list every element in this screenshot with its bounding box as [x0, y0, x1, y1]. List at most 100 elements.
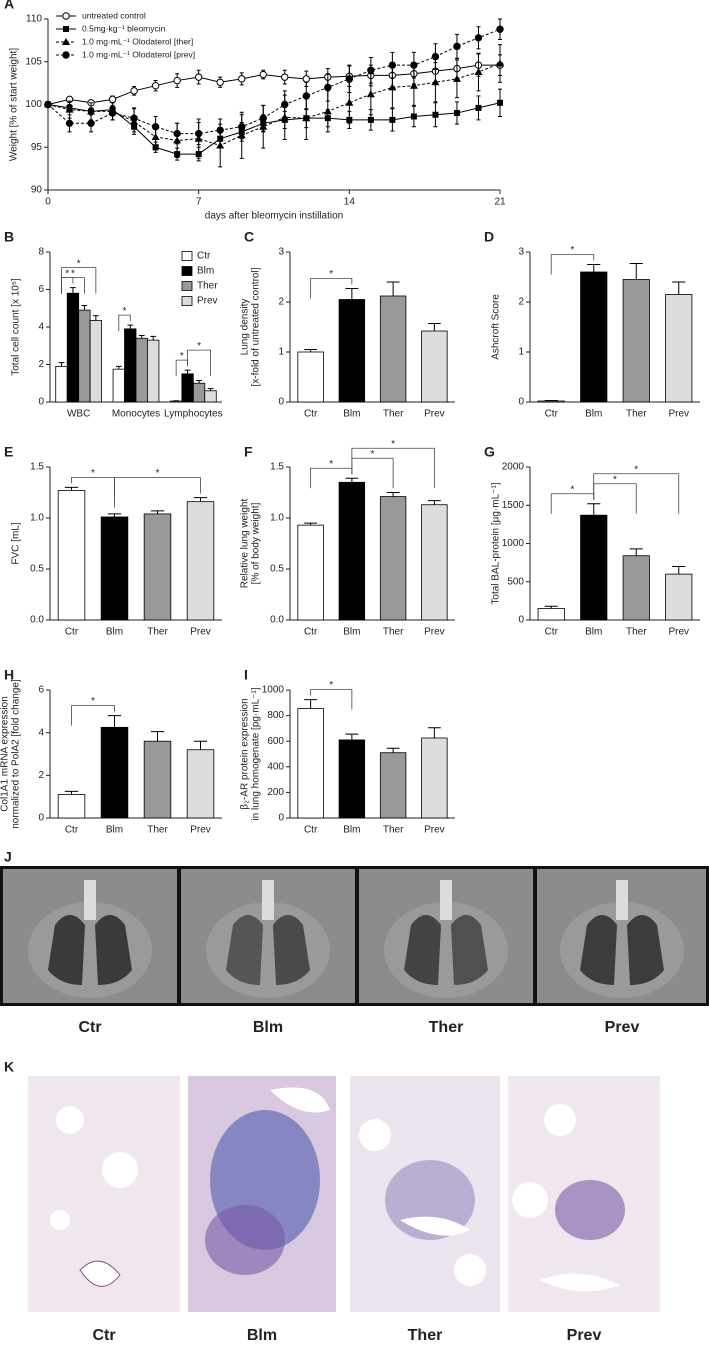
- x-tick-label: Blm: [106, 825, 123, 836]
- bar: [186, 749, 215, 819]
- panel-letter: G: [484, 444, 495, 460]
- y-tick-label: 100: [25, 99, 42, 110]
- y-tick-label: 0: [278, 813, 284, 824]
- marker: [238, 75, 246, 83]
- bar: [204, 390, 217, 403]
- error-bar: [107, 715, 122, 728]
- significance-label: *: [329, 459, 333, 470]
- y-tick-label: 2: [38, 359, 44, 370]
- marker: [324, 83, 332, 92]
- x-tick-label: WBC: [67, 409, 90, 420]
- y-tick-label: 500: [507, 576, 524, 587]
- panel-letter: F: [244, 444, 253, 460]
- marker: [410, 61, 418, 69]
- significance-label: *: [123, 306, 127, 317]
- histology-images: K Ctr Blm Ther Prev: [4, 1059, 660, 1344]
- marker: [194, 129, 203, 138]
- error-bar: [150, 335, 157, 341]
- panel-letter: I: [244, 667, 248, 683]
- marker: [63, 26, 69, 32]
- x-tick-label: Ther: [626, 409, 647, 420]
- y-tick-label: 6: [38, 284, 44, 295]
- marker: [216, 126, 224, 134]
- marker: [496, 25, 504, 33]
- x-tick-label: Lymphocytes: [164, 409, 223, 420]
- ct-label: Ctr: [78, 1019, 101, 1036]
- marker: [108, 109, 117, 117]
- bar: [192, 382, 206, 403]
- legend-label: untreated control: [82, 10, 146, 20]
- marker: [216, 141, 225, 149]
- marker: [366, 90, 375, 98]
- bar: [124, 328, 137, 403]
- y-tick-label: 0.0: [30, 615, 44, 626]
- error-bar: [386, 281, 400, 296]
- bar: [100, 516, 129, 621]
- histology-label: Prev: [567, 1327, 602, 1344]
- y-tick-label: 8: [38, 247, 44, 258]
- x-tick-label: Blm: [343, 409, 360, 420]
- marker: [388, 61, 397, 69]
- x-tick-label: Prev: [424, 825, 445, 836]
- series-line: [47, 102, 501, 155]
- y-axis-label: normalized to PolA2 [fold change]: [11, 679, 22, 829]
- histology-label: Blm: [247, 1327, 277, 1344]
- bar: [580, 271, 608, 403]
- y-axis-label: β₂-AR protein expression: [240, 698, 251, 809]
- error-bar: [629, 548, 643, 556]
- error-bar: [150, 510, 165, 514]
- error-bar: [193, 497, 208, 502]
- y-axis-label: [% of body weight]: [251, 502, 262, 584]
- error-bar: [544, 605, 558, 609]
- x-tick-label: Ctr: [304, 627, 318, 638]
- y-tick-label: 1.5: [30, 462, 44, 473]
- y-tick-label: 1: [278, 347, 284, 358]
- y-tick-label: 1000: [502, 538, 525, 549]
- x-axis-label: days after bleomycin instillation: [205, 211, 343, 222]
- x-tick-label: Ther: [147, 825, 168, 836]
- significance-label: *: [180, 351, 184, 362]
- marker: [345, 75, 354, 83]
- panel-letter: B: [4, 229, 14, 245]
- series-line: [47, 62, 501, 147]
- x-tick-label: 21: [494, 197, 506, 208]
- bar: [537, 608, 565, 621]
- legend-label: Prev: [197, 296, 218, 307]
- ct-label: Ther: [429, 1019, 464, 1036]
- marker: [259, 114, 267, 122]
- y-tick-label: 1.0: [270, 513, 284, 524]
- bar: [665, 294, 693, 403]
- y-axis-label: Lung density: [240, 299, 251, 356]
- x-tick-label: Prev: [668, 409, 689, 420]
- marker: [431, 78, 440, 86]
- marker: [410, 113, 417, 120]
- y-tick-label: 2: [38, 770, 44, 781]
- bar: [100, 726, 129, 819]
- y-tick-label: 3: [518, 247, 524, 258]
- ct-image: [537, 869, 706, 1003]
- error-bar: [544, 400, 558, 401]
- marker: [302, 92, 310, 100]
- y-axis-label: Relative lung weight: [240, 499, 251, 589]
- y-tick-label: 4: [38, 727, 44, 738]
- significance-bracket: [351, 447, 435, 489]
- significance-label: *: [77, 258, 81, 269]
- significance-bracket: [593, 483, 637, 514]
- marker: [108, 95, 117, 104]
- bar: [665, 573, 693, 621]
- y-tick-label: 0: [278, 397, 284, 408]
- marker: [281, 73, 289, 81]
- error-bar: [150, 731, 165, 742]
- legend-label: 1.0 mg·mL⁻¹ Olodaterol [prev]: [82, 49, 195, 59]
- significance-bracket: [118, 314, 131, 332]
- error-bar: [304, 349, 318, 352]
- y-tick-label: 0: [38, 397, 44, 408]
- y-axis-label: Ashcroft Score: [491, 294, 502, 360]
- marker: [302, 114, 311, 122]
- y-axis-label: Col1A1 mRNA expression: [0, 696, 11, 812]
- error-bar: [207, 388, 214, 391]
- panel-letter: C: [244, 229, 254, 245]
- marker: [173, 76, 181, 85]
- error-bar: [196, 379, 202, 384]
- x-tick-label: Blm: [343, 825, 360, 836]
